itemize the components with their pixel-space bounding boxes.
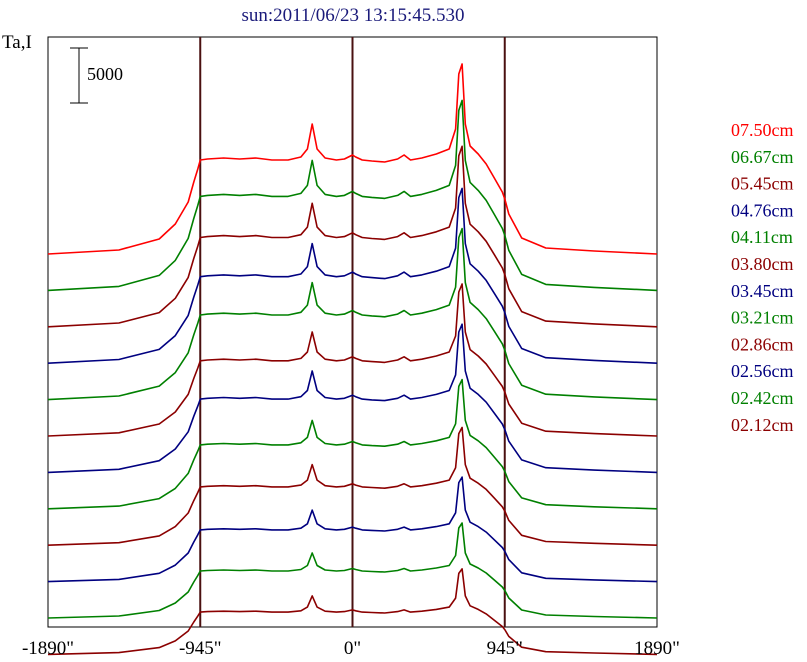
- x-tick-label: -1890": [22, 638, 74, 659]
- chart-title: sun:2011/06/23 13:15:45.530: [241, 5, 464, 26]
- scale-bar: 5000: [70, 47, 123, 104]
- legend-entry: 03.21cm: [731, 308, 794, 328]
- series-line-03.80cm: [47, 283, 658, 437]
- x-tick-label: 0": [344, 638, 361, 659]
- series-line-03.45cm: [47, 323, 658, 474]
- legend-entry: 06.67cm: [731, 147, 794, 167]
- legend: 07.50cm 06.67cm 05.45cm 04.76cm 04.11cm 03.80…: [731, 120, 794, 435]
- legend-entry: 02.12cm: [731, 415, 794, 435]
- x-tick-label: 1890": [634, 638, 680, 659]
- series-line-03.21cm: [47, 378, 658, 510]
- legend-entry: 07.50cm: [731, 120, 794, 140]
- legend-entry: 02.42cm: [731, 388, 794, 408]
- x-tick-labels: -1890" -945" 0" 945" 1890": [22, 638, 680, 659]
- series-line-02.56cm: [47, 476, 658, 583]
- legend-entry: 02.56cm: [731, 361, 794, 381]
- series-line-02.42cm: [47, 522, 658, 619]
- legend-entry: 04.11cm: [731, 227, 793, 247]
- legend-entry: 03.45cm: [731, 281, 794, 301]
- series-line-02.12cm: [47, 568, 658, 656]
- series-line-07.50cm: [47, 63, 658, 255]
- series-line-04.11cm: [47, 227, 658, 401]
- vertical-reference-lines: [199, 37, 506, 627]
- series-line-04.76cm: [47, 187, 658, 364]
- legend-entry: 03.80cm: [731, 254, 794, 274]
- legend-entry: 05.45cm: [731, 174, 794, 194]
- y-axis-label: Ta,I: [2, 32, 32, 53]
- x-tick-label: 945": [487, 638, 523, 659]
- series-line-05.45cm: [47, 145, 658, 328]
- x-tick-label: -945": [179, 638, 222, 659]
- series-line-06.67cm: [47, 99, 658, 292]
- legend-entry: 02.86cm: [731, 334, 794, 354]
- scale-bar-label: 5000: [87, 64, 123, 84]
- series-line-02.86cm: [47, 426, 658, 546]
- legend-entry: 04.76cm: [731, 200, 794, 220]
- series-group: [47, 63, 658, 656]
